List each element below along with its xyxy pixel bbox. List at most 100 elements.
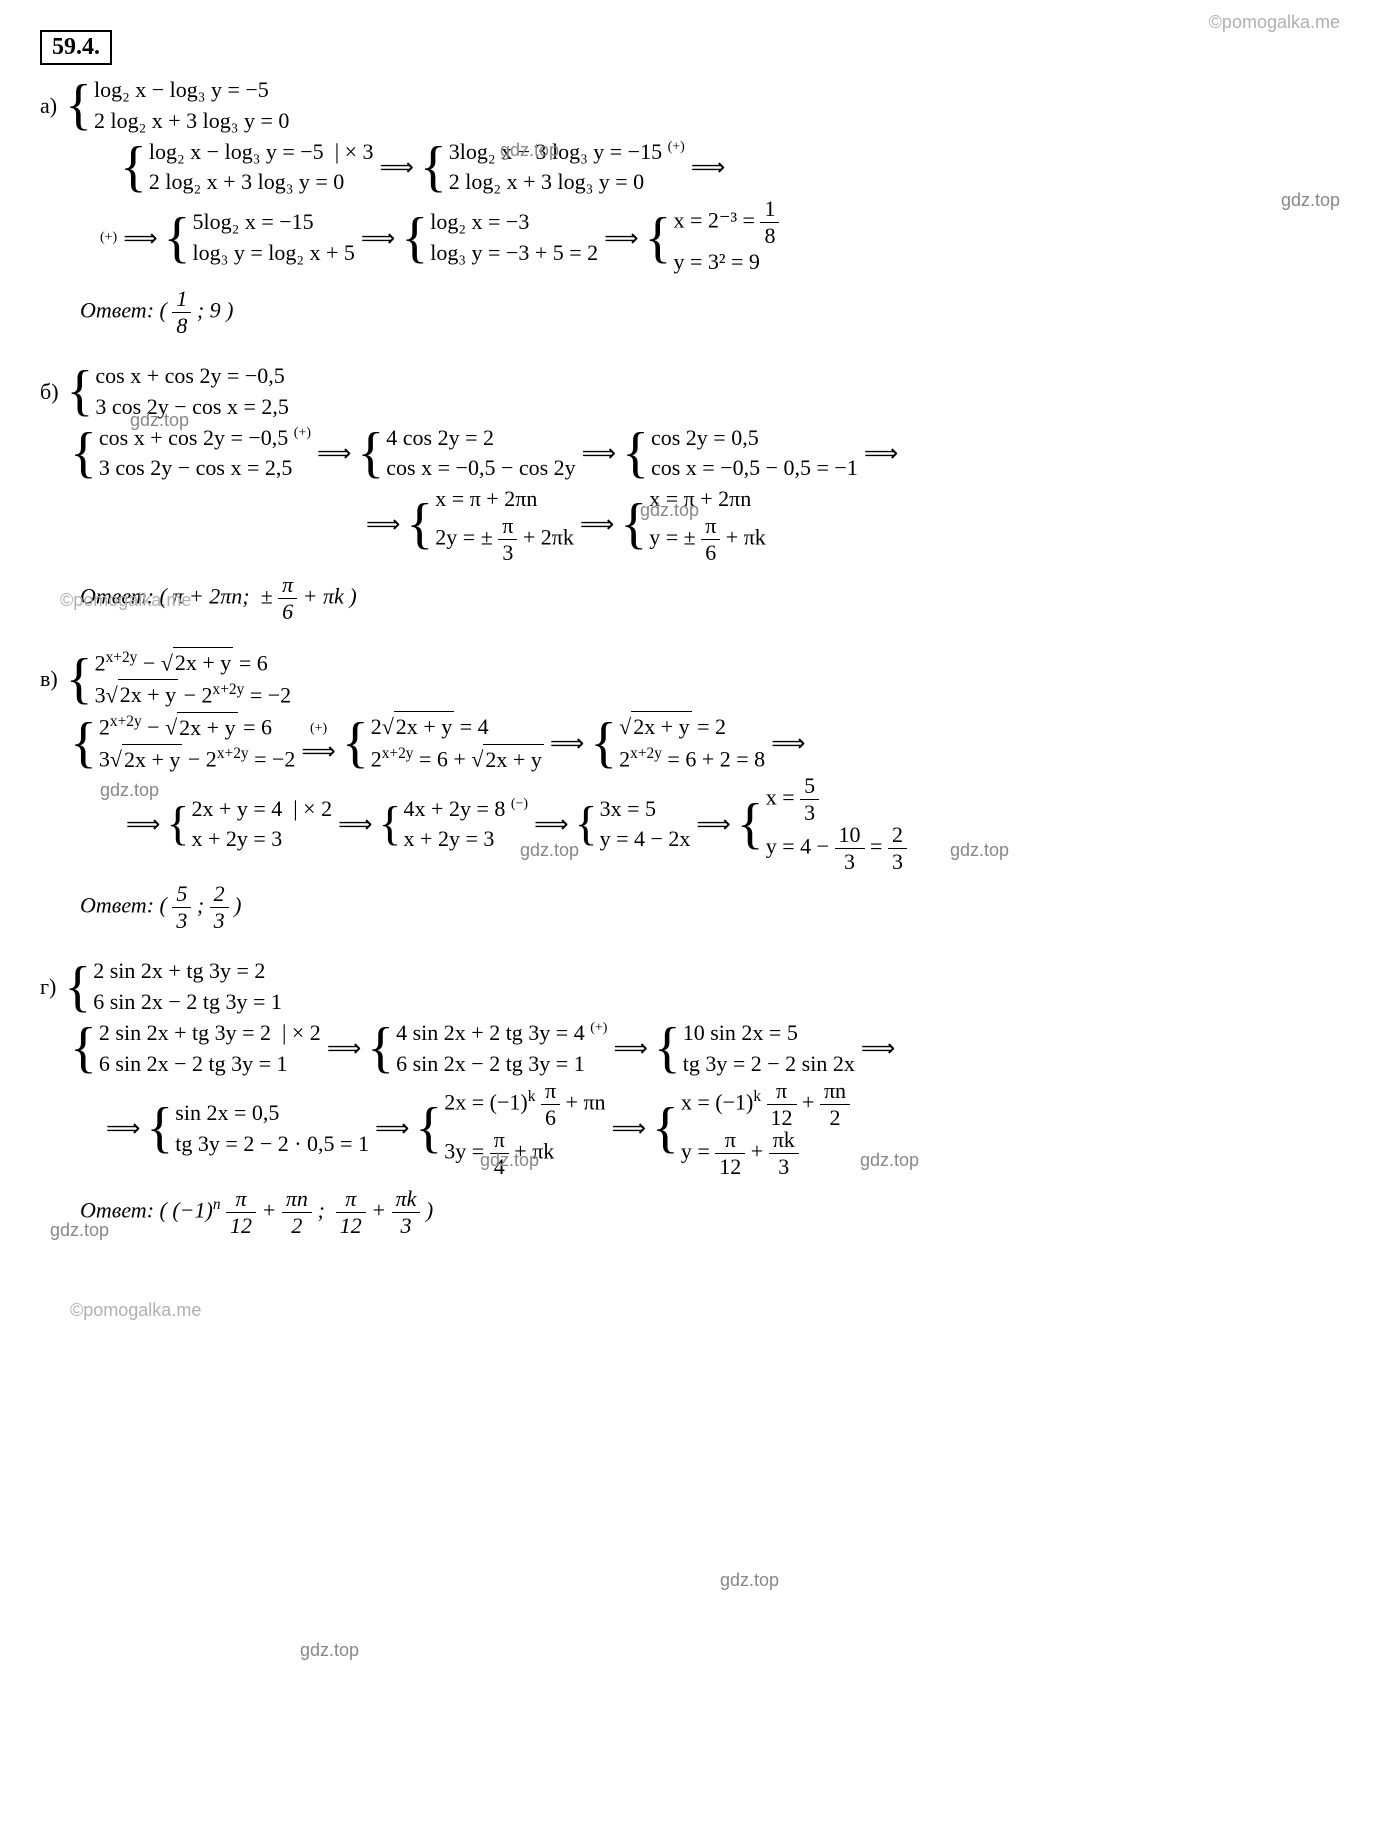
part-g: г) { 2 sin 2x + tg 3y = 2 6 sin 2x − 2 t… bbox=[40, 956, 1360, 1236]
eq: 3log₂ x − 3 log₃ y = −15 (+) bbox=[449, 137, 685, 168]
arrow-icon: ⟹ bbox=[612, 1114, 646, 1143]
arrow-icon: ⟹ bbox=[864, 439, 898, 468]
problem-number: 59.4. bbox=[40, 30, 112, 65]
watermark-gdz: gdz.top bbox=[500, 140, 559, 161]
eq: y = 4 − 103 = 23 bbox=[766, 824, 907, 873]
arrow-icon: ⟹ bbox=[861, 1034, 895, 1063]
part-b-label: б) bbox=[40, 379, 59, 405]
answer-g: Ответ: ( (−1)n π12 + πn2 ; π12 + πk3 ) bbox=[80, 1188, 1360, 1237]
arrow-icon: ⟹ bbox=[106, 1114, 140, 1143]
arrow-icon: ⟹ bbox=[696, 810, 730, 839]
arrow-icon: ⟹ bbox=[301, 737, 335, 766]
arrow-icon: ⟹ bbox=[604, 224, 638, 253]
eq: 3√2x + y − 2x+2y = −2 bbox=[95, 679, 292, 711]
watermark-gdz: gdz.top bbox=[50, 1220, 109, 1241]
watermark-gdz: gdz.top bbox=[520, 840, 579, 861]
answer-v: Ответ: ( 53 ; 23 ) bbox=[80, 883, 1360, 932]
arrow-icon: ⟹ bbox=[366, 510, 400, 539]
eq: 2x+2y = 6 + √2x + y bbox=[371, 743, 544, 775]
arrow-icon: ⟹ bbox=[338, 810, 372, 839]
arrow-icon: ⟹ bbox=[691, 153, 725, 182]
eq: 3√2x + y − 2x+2y = −2 bbox=[99, 743, 296, 775]
watermark-gdz: gdz.top bbox=[860, 1150, 919, 1171]
eq: 2x+2y = 6 + 2 = 8 bbox=[619, 743, 765, 775]
eq: cos 2y = 0,5 bbox=[651, 423, 858, 454]
arrow-icon: ⟹ bbox=[361, 224, 395, 253]
eq: x = (−1)k π12 + πn2 bbox=[681, 1080, 850, 1129]
eq: 6 sin 2x − 2 tg 3y = 1 bbox=[396, 1049, 607, 1080]
eq: 4 sin 2x + 2 tg 3y = 4 (+) bbox=[396, 1018, 607, 1049]
eq: sin 2x = 0,5 bbox=[175, 1098, 369, 1129]
arrow-icon: ⟹ bbox=[375, 1114, 409, 1143]
eq: 6 sin 2x − 2 tg 3y = 1 bbox=[99, 1049, 321, 1080]
watermark-gdz: gdz.top bbox=[480, 1150, 539, 1171]
eq: x + 2y = 3 bbox=[404, 824, 529, 855]
eq: cos x + cos 2y = −0,5 bbox=[95, 361, 288, 392]
arrow-icon: ⟹ bbox=[126, 810, 160, 839]
watermark-gdz: gdz.top bbox=[100, 780, 159, 801]
eq: log₂ x − log₃ y = −5 | × 3 bbox=[149, 137, 374, 168]
arrow-icon: ⟹ bbox=[613, 1034, 647, 1063]
eq: x = π + 2πn bbox=[435, 484, 574, 515]
watermark-gdz: gdz.top bbox=[640, 500, 699, 521]
arrow-icon: ⟹ bbox=[534, 810, 568, 839]
eq: 2 log₂ x + 3 log₃ y = 0 bbox=[149, 167, 374, 198]
eq: y = ± π6 + πk bbox=[649, 515, 766, 564]
eq: log₃ y = −3 + 5 = 2 bbox=[430, 238, 598, 269]
eq: 2y = ± π3 + 2πk bbox=[435, 515, 574, 564]
eq: x = 53 bbox=[766, 775, 907, 824]
part-b: б) { cos x + cos 2y = −0,5 3 cos 2y − co… bbox=[40, 361, 1360, 623]
part-v: в) { 2x+2y − √2x + y = 6 3√2x + y − 2x+2… bbox=[40, 647, 1360, 933]
eq: x + 2y = 3 bbox=[191, 824, 332, 855]
eq: log₂ x = −3 bbox=[430, 207, 598, 238]
part-a: а) { log₂ x − log₃ y = −5 2 log₂ x + 3 l… bbox=[40, 75, 1360, 337]
watermark-pomogalka: ©pomogalka.me bbox=[70, 1300, 201, 1321]
eq: 2x + y = 4 | × 2 bbox=[191, 794, 332, 825]
eq: 2x+2y − √2x + y = 6 bbox=[99, 711, 296, 743]
arrow-icon: ⟹ bbox=[582, 439, 616, 468]
note: (+) bbox=[100, 230, 117, 246]
part-g-label: г) bbox=[40, 974, 56, 1000]
arrow-icon: ⟹ bbox=[380, 153, 414, 182]
eq: 2 sin 2x + tg 3y = 2 bbox=[93, 956, 282, 987]
eq: 3 cos 2y − cos x = 2,5 bbox=[95, 392, 288, 423]
eq: 4x + 2y = 8 (−) bbox=[404, 794, 529, 825]
arrow-icon: ⟹ bbox=[771, 729, 805, 758]
eq: 5log₂ x = −15 bbox=[193, 207, 355, 238]
watermark-gdz: gdz.top bbox=[300, 1640, 359, 1661]
eq: y = 4 − 2x bbox=[600, 824, 691, 855]
arrow-icon: ⟹ bbox=[327, 1034, 361, 1063]
arrow-icon: ⟹ bbox=[123, 224, 157, 253]
eq: 6 sin 2x − 2 tg 3y = 1 bbox=[93, 987, 282, 1018]
eq: log₂ x − log₃ y = −5 bbox=[94, 75, 289, 106]
eq: cos x = −0,5 − 0,5 = −1 bbox=[651, 453, 858, 484]
eq: 3x = 5 bbox=[600, 794, 691, 825]
part-a-label: а) bbox=[40, 93, 57, 119]
eq: 2 log₂ x + 3 log₃ y = 0 bbox=[94, 106, 289, 137]
answer-a: Ответ: ( 18 ; 9 ) bbox=[80, 288, 1360, 337]
arrow-icon: ⟹ bbox=[580, 510, 614, 539]
eq: log₃ y = log₂ x + 5 bbox=[193, 238, 355, 269]
arrow-icon: ⟹ bbox=[550, 729, 584, 758]
eq: tg 3y = 2 − 2 sin 2x bbox=[683, 1049, 855, 1080]
eq: 4 cos 2y = 2 bbox=[386, 423, 575, 454]
eq: 2 log₂ x + 3 log₃ y = 0 bbox=[449, 167, 685, 198]
watermark-gdz: gdz.top bbox=[720, 1570, 779, 1591]
answer-b: Ответ: ( π + 2πn; ± π6 + πk ) bbox=[80, 574, 1360, 623]
watermark-gdz: gdz.top bbox=[950, 840, 1009, 861]
eq: 2 sin 2x + tg 3y = 2 | × 2 bbox=[99, 1018, 321, 1049]
watermark-gdz: gdz.top bbox=[130, 410, 189, 431]
eq: 2x = (−1)k π6 + πn bbox=[444, 1080, 605, 1129]
eq: 2x+2y − √2x + y = 6 bbox=[95, 647, 292, 679]
eq: 3 cos 2y − cos x = 2,5 bbox=[99, 453, 311, 484]
watermark-pomogalka: ©pomogalka.me bbox=[1209, 12, 1340, 33]
watermark-gdz: gdz.top bbox=[1281, 190, 1340, 211]
eq: 10 sin 2x = 5 bbox=[683, 1018, 855, 1049]
eq: cos x = −0,5 − cos 2y bbox=[386, 453, 575, 484]
eq: y = 3² = 9 bbox=[673, 247, 779, 278]
watermark-pomogalka: ©pomogalka.me bbox=[60, 590, 191, 611]
arrow-icon: ⟹ bbox=[317, 439, 351, 468]
part-v-label: в) bbox=[40, 666, 58, 692]
eq: tg 3y = 2 − 2 · 0,5 = 1 bbox=[175, 1129, 369, 1160]
eq: √2x + y = 2 bbox=[619, 711, 765, 743]
